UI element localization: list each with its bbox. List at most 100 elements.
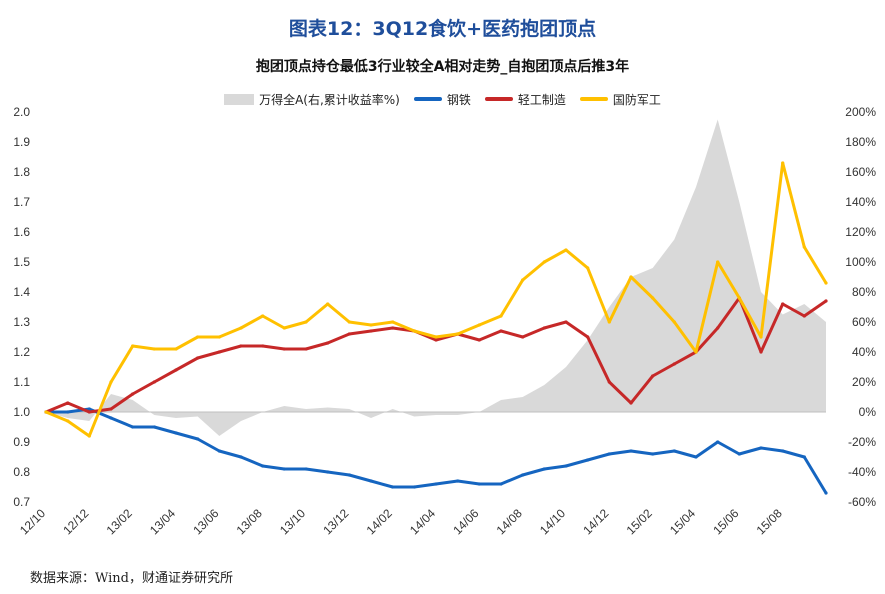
data-point [781,449,785,453]
data-point [174,431,178,435]
data-point [261,344,265,348]
data-point [477,338,481,342]
data-point [672,362,676,366]
legend-label: 钢铁 [446,92,471,107]
x-tick-label: 14/12 [580,506,611,537]
data-point [607,380,611,384]
data-point [802,314,806,318]
data-point [87,434,91,438]
x-tick-label: 14/10 [537,506,568,537]
y-right-tick-label: 20% [852,375,876,389]
legend-item-wande-all-a: 万得全A(右,累计收益率%) [224,91,400,108]
data-point [326,470,330,474]
data-point [217,335,221,339]
y-left-tick-label: 1.4 [13,285,30,299]
data-point [672,449,676,453]
data-point [607,452,611,456]
data-point [217,449,221,453]
data-point [759,350,763,354]
y-right-tick-label: -20% [848,435,876,449]
data-point [521,335,525,339]
data-point [716,326,720,330]
legend-label: 轻工制造 [517,92,566,107]
data-point [282,467,286,471]
data-point [304,347,308,351]
data-point [607,320,611,324]
y-left-tick-label: 1.1 [13,375,30,389]
data-point [629,275,633,279]
y-left-tick-label: 0.9 [13,435,30,449]
series-area-0 [46,119,826,436]
data-point [434,335,438,339]
data-point [651,374,655,378]
y-left-tick-label: 2.0 [13,105,30,119]
data-point [802,245,806,249]
data-point [109,416,113,420]
data-point [629,401,633,405]
data-point [261,464,265,468]
x-tick-label: 15/08 [754,506,785,537]
data-point [586,458,590,462]
y-left-tick-label: 0.7 [13,495,30,509]
data-point [391,320,395,324]
data-point [217,350,221,354]
data-point [477,482,481,486]
data-point [347,320,351,324]
data-point [196,335,200,339]
y-left-tick-label: 1.9 [13,135,30,149]
y-right-tick-label: -60% [848,495,876,509]
data-point [542,326,546,330]
data-point [282,326,286,330]
data-point [66,401,70,405]
data-point [694,455,698,459]
series-line-1 [44,407,828,495]
data-point [131,344,135,348]
data-point [282,347,286,351]
data-point [109,380,113,384]
data-point [196,356,200,360]
data-point [629,449,633,453]
y-left-tick-label: 1.2 [13,345,30,359]
data-point [694,350,698,354]
x-tick-label: 12/10 [17,506,48,537]
data-point [477,323,481,327]
chart-title: 抱团顶点持仓最低3行业较全A相对走势_自抱团顶点后推3年 [255,59,630,75]
x-tick-label: 13/02 [104,506,135,537]
y-left-tick-label: 1.8 [13,165,30,179]
x-tick-label: 13/12 [320,506,351,537]
data-point [391,485,395,489]
legend-swatch-line [484,97,513,101]
data-point [521,473,525,477]
data-point [499,314,503,318]
data-point [304,320,308,324]
data-point [499,482,503,486]
x-tick-label: 14/02 [364,506,395,537]
data-point [781,161,785,165]
data-point [456,479,460,483]
x-tick-label: 13/08 [234,506,265,537]
data-point [564,464,568,468]
data-point [87,410,91,414]
data-point [369,479,373,483]
data-point [542,260,546,264]
figure-title: 图表12：3Q12食饮+医药抱团顶点 [288,18,597,40]
data-point [434,482,438,486]
y-right-tick-label: 120% [845,225,876,239]
y-left-tick-label: 1.0 [13,405,30,419]
data-point [239,455,243,459]
x-tick-label: 12/12 [60,506,91,537]
data-point [152,425,156,429]
legend: 万得全A(右,累计收益率%) 钢铁 轻工制造 国防军工 [0,89,885,109]
y-right-tick-label: 60% [852,315,876,329]
data-point [586,335,590,339]
data-point [66,419,70,423]
data-point [109,407,113,411]
data-point [326,341,330,345]
data-point [239,344,243,348]
data-point [261,314,265,318]
data-point [412,329,416,333]
x-tick-label: 14/08 [494,506,525,537]
data-point [759,446,763,450]
y-left-tick-label: 1.7 [13,195,30,209]
